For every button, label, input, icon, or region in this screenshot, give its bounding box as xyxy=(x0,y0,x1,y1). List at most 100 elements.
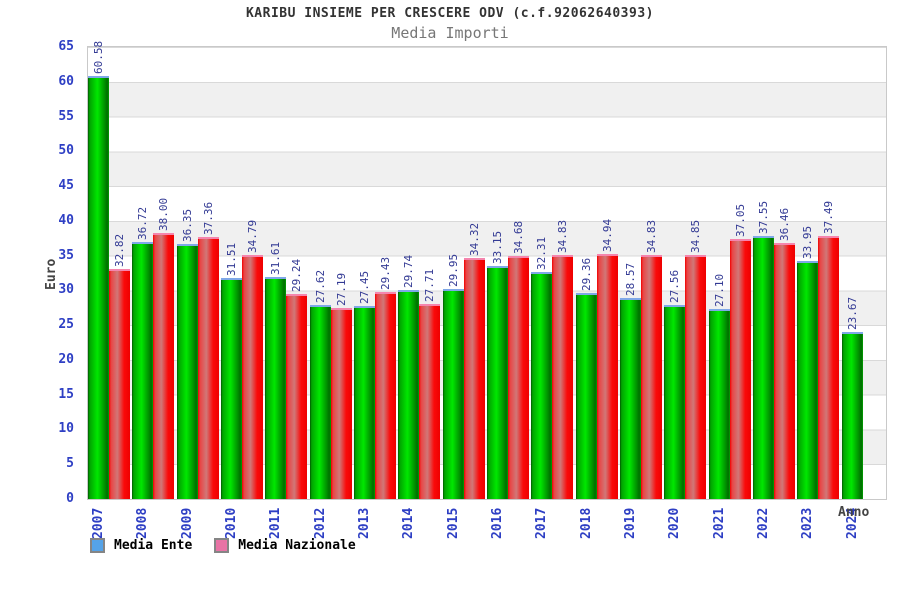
x-tick-text: 2012 xyxy=(312,507,328,539)
bar-media-ente-2009 xyxy=(176,244,198,499)
bar-media-ente-2014 xyxy=(398,290,420,499)
bar-media-nazionale-2009 xyxy=(197,237,219,499)
value-label-text: 37.05 xyxy=(733,204,747,238)
x-tick-text: 2013 xyxy=(357,507,372,539)
value-label-text: 28.57 xyxy=(624,263,637,297)
bar-media-ente-2021 xyxy=(708,308,730,499)
value-label-text: 34.83 xyxy=(645,219,658,253)
y-axis-title-text: Euro xyxy=(44,258,59,290)
y-tick-label: 30 xyxy=(58,282,74,298)
bar-media-ente-2011 xyxy=(265,277,287,499)
value-label-text: 60.58 xyxy=(92,40,105,74)
value-label-text: 33.95 xyxy=(801,225,815,259)
bar-media-ente-2022 xyxy=(753,235,774,499)
x-tick-text: 2015 xyxy=(445,507,461,539)
x-tick-text: 2022 xyxy=(756,507,771,539)
y-tick-label: 50 xyxy=(58,143,74,159)
bar-media-ente-2008 xyxy=(132,241,154,499)
value-label-text: 36.35 xyxy=(180,209,194,243)
bar-media-nazionale-2015 xyxy=(463,258,485,499)
bar-media-nazionale-2017 xyxy=(552,254,574,499)
value-label-text: 36.72 xyxy=(136,206,150,240)
bar-media-nazionale-2020 xyxy=(685,254,707,499)
value-label-text: 27.71 xyxy=(423,269,437,303)
x-tick-text: 2009 xyxy=(179,507,195,539)
bar-media-ente-2017 xyxy=(531,272,553,499)
x-tick-text: 2019 xyxy=(623,507,638,539)
y-tick-label: 60 xyxy=(58,73,74,89)
value-label-text: 29.74 xyxy=(402,255,416,289)
legend-item-media-nazionale: Media Nazionale xyxy=(214,538,356,553)
x-tick-text: 2023 xyxy=(800,507,816,539)
x-tick-text: 2018 xyxy=(578,507,594,539)
y-tick-label: 35 xyxy=(58,247,74,263)
value-label-text: 29.43 xyxy=(379,257,392,291)
x-tick-text: 2008 xyxy=(135,507,151,539)
value-label-text: 27.10 xyxy=(712,273,726,307)
value-label-text: 27.56 xyxy=(668,270,682,304)
y-tick-label: 15 xyxy=(58,386,74,402)
value-label-text: 29.24 xyxy=(290,258,304,292)
x-tick-text: 2017 xyxy=(534,507,550,539)
legend-swatch-media-nazionale xyxy=(214,538,230,553)
value-label-text: 34.68 xyxy=(512,220,525,254)
y-tick-label: 65 xyxy=(58,39,74,54)
value-label-text: 31.51 xyxy=(225,242,238,276)
bar-media-nazionale-2012 xyxy=(330,307,352,499)
bar-media-nazionale-2016 xyxy=(508,255,529,499)
y-tick-label: 40 xyxy=(58,212,74,228)
bar-media-nazionale-2008 xyxy=(153,232,175,499)
bar-media-nazionale-2021 xyxy=(729,239,751,499)
value-label-text: 31.61 xyxy=(269,242,283,276)
value-label-text: 29.36 xyxy=(579,257,593,291)
value-label-text: 37.36 xyxy=(201,202,215,236)
bar-media-nazionale-2007 xyxy=(109,268,130,499)
bar-media-nazionale-2010 xyxy=(242,255,263,499)
y-tick-label: 55 xyxy=(58,108,74,124)
legend-item-media-ente: Media Ente xyxy=(90,538,192,553)
x-tick-text: 2016 xyxy=(490,507,505,539)
legend-swatch-media-ente xyxy=(90,538,105,553)
y-axis: 0 5 10 15 20 25 30 35 40 45 50 55 60 65 xyxy=(0,39,80,506)
bar-media-ente-2024 xyxy=(841,332,863,499)
bar-media-ente-2018 xyxy=(575,292,597,499)
y-tick-label: 0 xyxy=(66,491,74,506)
value-label-text: 34.79 xyxy=(246,219,259,254)
x-tick-text: 2021 xyxy=(711,507,727,539)
bar-media-ente-2007 xyxy=(88,75,109,499)
value-label-text: 34.32 xyxy=(467,223,481,257)
value-label-text: 32.31 xyxy=(535,237,549,271)
bar-media-ente-2013 xyxy=(354,306,375,499)
value-label-text: 37.49 xyxy=(822,201,836,235)
bar-media-ente-2019 xyxy=(620,298,641,499)
bar-media-ente-2010 xyxy=(221,277,242,499)
value-label-text: 33.15 xyxy=(491,231,504,265)
value-label-text: 37.55 xyxy=(757,200,770,234)
value-label-text: 27.45 xyxy=(358,271,371,305)
y-tick-label: 20 xyxy=(58,351,74,367)
bar-media-nazionale-2013 xyxy=(375,292,396,499)
bar-media-nazionale-2018 xyxy=(596,254,618,499)
legend-label-media-ente: Media Ente xyxy=(114,538,193,553)
y-tick-label: 45 xyxy=(58,178,74,194)
legend-label-media-nazionale: Media Nazionale xyxy=(238,538,356,553)
x-axis-title: Anno xyxy=(838,505,870,520)
bar-media-nazionale-2022 xyxy=(774,243,795,499)
y-tick-label: 10 xyxy=(58,421,74,437)
bar-media-ente-2020 xyxy=(664,305,686,499)
value-label-text: 34.85 xyxy=(689,219,703,253)
value-label-text: 34.83 xyxy=(556,219,570,253)
value-label-text: 29.95 xyxy=(446,253,460,287)
value-label-text: 34.94 xyxy=(600,218,614,253)
bar-media-ente-2023 xyxy=(797,260,819,499)
bar-media-nazionale-2011 xyxy=(286,293,308,499)
bar-media-nazionale-2019 xyxy=(641,254,662,499)
value-label-text: 38.00 xyxy=(157,197,171,231)
legend: Media Ente Media Nazionale xyxy=(90,538,356,553)
value-label-text: 27.19 xyxy=(334,272,348,306)
x-tick-text: 2010 xyxy=(224,507,239,539)
bar-media-ente-2012 xyxy=(309,304,331,499)
bar-media-ente-2016 xyxy=(487,266,508,499)
bar-media-nazionale-2023 xyxy=(818,236,840,499)
